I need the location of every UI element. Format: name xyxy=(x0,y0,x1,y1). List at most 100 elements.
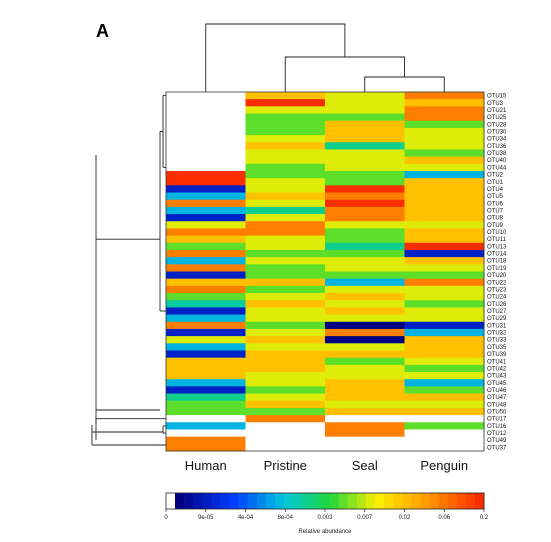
colorbar-swatch xyxy=(193,493,203,509)
colorbar-swatch xyxy=(284,493,294,509)
heatmap-cell xyxy=(325,127,405,136)
heatmap-cell xyxy=(166,221,246,229)
heatmap-cell xyxy=(245,170,326,179)
heatmap-cell xyxy=(166,163,246,172)
heatmap-cell xyxy=(325,206,405,215)
heatmap-cell xyxy=(404,314,485,323)
heatmap-cell xyxy=(404,350,485,359)
heatmap-cell xyxy=(166,170,246,179)
colorbar-swatch xyxy=(211,493,221,509)
row-label: OTU15 xyxy=(487,94,507,100)
heatmap-cell xyxy=(166,379,246,387)
heatmap-cell xyxy=(166,178,246,186)
colorbar-tick-label: 0.02 xyxy=(399,515,411,521)
row-label: OTU50 xyxy=(487,410,507,416)
heatmap-cell xyxy=(325,372,405,380)
row-label: OTU29 xyxy=(487,316,507,322)
heatmap-cell xyxy=(325,400,405,409)
heatmap-cell xyxy=(325,278,405,287)
row-label: OTU16 xyxy=(487,424,507,430)
row-label: OTU11 xyxy=(487,237,507,243)
heatmap-cell xyxy=(404,99,485,107)
row-label: OTU7 xyxy=(487,208,504,214)
heatmap-cell xyxy=(404,372,485,380)
colorbar-swatch xyxy=(393,493,403,509)
heatmap-cell xyxy=(404,142,485,150)
heatmap-cell xyxy=(325,300,405,308)
heatmap-cell xyxy=(404,443,485,452)
colorbar-swatch xyxy=(175,493,185,509)
colorbar-tick-label: 0.06 xyxy=(438,515,450,521)
column-label: Penguin xyxy=(420,458,468,473)
heatmap-cells xyxy=(166,92,485,452)
heatmap-cell xyxy=(166,436,246,445)
heatmap-cell xyxy=(166,400,246,409)
row-label: OTU41 xyxy=(487,359,507,365)
heatmap-cell xyxy=(245,300,326,308)
heatmap-cell xyxy=(245,264,326,272)
heatmap-cell xyxy=(404,257,485,265)
heatmap-cell xyxy=(404,127,485,136)
row-label: OTU19 xyxy=(487,266,507,272)
colorbar-swatch xyxy=(474,493,485,509)
heatmap-cell xyxy=(325,221,405,229)
heatmap-cell xyxy=(325,436,405,445)
row-label: OTU17 xyxy=(487,417,507,423)
heatmap-cell xyxy=(325,142,405,150)
row-label: OTU2 xyxy=(487,173,504,179)
heatmap-cell xyxy=(245,249,326,258)
heatmap-cell xyxy=(404,249,485,258)
column-dendrogram-branch xyxy=(205,23,346,92)
row-label: OTU33 xyxy=(487,338,507,344)
heatmap-cell xyxy=(166,99,246,107)
heatmap-cell xyxy=(166,149,246,158)
heatmap-cell xyxy=(245,221,326,229)
heatmap-cell xyxy=(404,221,485,229)
heatmap-cell xyxy=(325,364,405,373)
heatmap-cell xyxy=(404,170,485,179)
heatmap-cell xyxy=(245,293,326,301)
heatmap-cell xyxy=(325,422,405,430)
heatmap-cell xyxy=(245,364,326,373)
colorbar-swatch xyxy=(429,493,439,509)
row-label: OTU36 xyxy=(487,144,507,150)
heatmap-cell xyxy=(404,206,485,215)
heatmap-cell xyxy=(404,307,485,315)
colorbar-swatch xyxy=(338,493,348,509)
heatmap-cell xyxy=(245,307,326,315)
heatmap-cell xyxy=(245,206,326,215)
heatmap-cell xyxy=(166,185,246,193)
colorbar-swatch xyxy=(347,493,358,509)
heatmap-cell xyxy=(245,92,326,100)
heatmap-cell xyxy=(166,228,246,236)
heatmap-cell xyxy=(245,113,326,122)
column-dendrogram-branch xyxy=(364,76,445,92)
row-label: OTU49 xyxy=(487,438,507,444)
heatmap-cell xyxy=(166,214,246,222)
row-label: OTU43 xyxy=(487,374,507,380)
heatmap-cell xyxy=(404,386,485,394)
heatmap-cell xyxy=(245,422,326,430)
row-label: OTU42 xyxy=(487,366,507,372)
heatmap-cell xyxy=(325,99,405,107)
heatmap-cell xyxy=(166,199,246,208)
heatmap-cell xyxy=(325,407,405,416)
heatmap-cell xyxy=(245,386,326,394)
row-label: OTU22 xyxy=(487,280,507,286)
heatmap-cell xyxy=(404,300,485,308)
heatmap-cell xyxy=(245,328,326,337)
colorbar-tick-label: 0.007 xyxy=(357,515,373,521)
heatmap-cell xyxy=(245,242,326,251)
colorbar-label: Relative abundance xyxy=(298,529,352,535)
heatmap-cell xyxy=(325,163,405,172)
colorbar-swatch xyxy=(365,493,376,509)
heatmap-cell xyxy=(166,257,246,265)
heatmap-cell xyxy=(325,242,405,251)
heatmap-cell xyxy=(245,142,326,150)
colorbar-swatch xyxy=(411,493,421,509)
colorbar-tick-label: 0.003 xyxy=(317,515,333,521)
heatmap-cell xyxy=(166,350,246,359)
heatmap-cell xyxy=(245,99,326,107)
heatmap-cell xyxy=(325,178,405,186)
heatmap-cell xyxy=(404,364,485,373)
